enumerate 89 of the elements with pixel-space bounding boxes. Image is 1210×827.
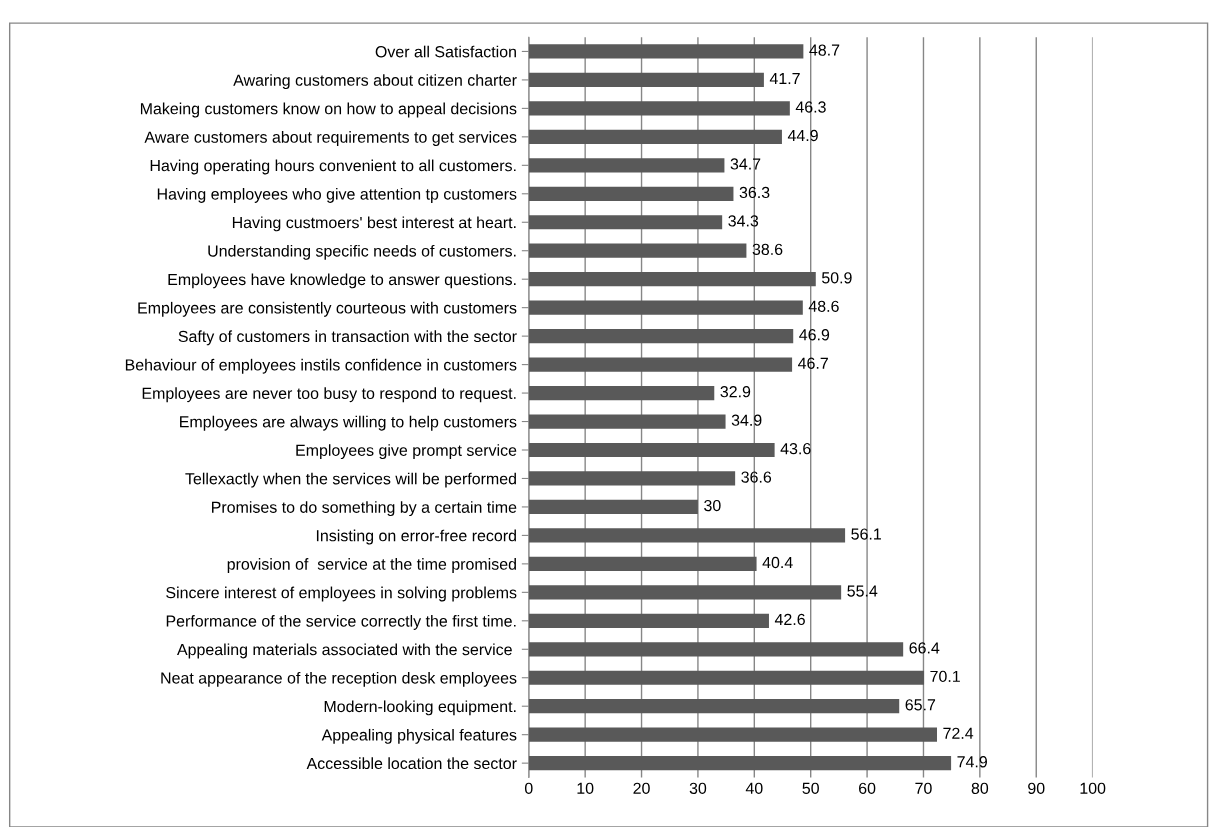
bar (528, 129, 782, 144)
x-tick-label: 30 (689, 782, 707, 794)
bar (528, 44, 804, 59)
bar (528, 528, 846, 543)
data-label: 36.6 (741, 471, 772, 483)
y-tick-label: Employees are always willing to help customers (180, 415, 517, 431)
data-label: 34.9 (731, 414, 762, 426)
y-tick-label: Modern-looking equipment. (324, 700, 516, 716)
bar (528, 585, 842, 600)
x-tick-label: 70 (915, 782, 932, 794)
bar (528, 272, 816, 287)
y-tick-label: Aware customers about requirements to get services (144, 131, 517, 146)
y-tick-label: Safty of customers in transaction with the sector (178, 330, 517, 346)
x-tick-label: 80 (971, 782, 989, 794)
y-tick-label: Neat appearance of the reception desk employees (161, 671, 517, 687)
bar (528, 670, 925, 685)
data-label: 41.7 (769, 73, 800, 85)
bar (528, 101, 790, 116)
data-label: 55.4 (847, 585, 878, 597)
y-tick-label: Sincere interest of employees in solving problems (166, 586, 517, 602)
data-label: 74.9 (957, 756, 987, 768)
x-tick-label: 50 (802, 782, 819, 794)
y-tick-label: Having custmoers' best interest at heart. (232, 216, 516, 232)
y-tick-label: Makeing customers know on how to appeal decisions (140, 102, 517, 118)
y-tick-label: Having operating hours convenient to all customers. (150, 159, 516, 175)
y-tick-label: Insisting on error-free record (316, 529, 516, 545)
bar (528, 442, 775, 458)
y-tick-label: Employees are never too busy to respond to request. (142, 387, 516, 403)
bar (528, 471, 736, 486)
x-tick-label: 90 (1028, 782, 1045, 794)
y-tick-label: Employees have knowledge to answer questions. (168, 273, 516, 289)
data-label: 66.4 (909, 642, 940, 654)
data-label: 38.6 (752, 243, 783, 256)
data-label: 44.9 (787, 129, 818, 142)
data-label: 56.1 (851, 528, 881, 540)
y-tick-label: Appealing materials associated with the service (176, 643, 512, 659)
data-label: 46.3 (795, 101, 826, 113)
bar (528, 215, 723, 230)
data-label: 34.3 (728, 215, 759, 227)
data-label: 72.4 (943, 727, 974, 739)
y-tick-label: provision of service at the time promised (227, 558, 516, 573)
data-label: 70.1 (930, 670, 960, 683)
bar (528, 613, 769, 628)
bar (528, 499, 698, 515)
y-tick-label: Appealing physical features (321, 728, 517, 744)
bar (528, 556, 757, 571)
y-tick-label: Over all Satisfaction (375, 45, 516, 58)
x-tick-label: 100 (1080, 782, 1106, 794)
y-tick-label: Accessible location the sector (306, 757, 517, 770)
y-tick-label: Performance of the service correctly the first time. (166, 615, 516, 630)
data-label: 32.9 (720, 386, 751, 398)
bar (528, 727, 937, 742)
data-label: 30 (704, 499, 721, 512)
data-label: 48.7 (809, 44, 840, 56)
bar (528, 329, 794, 344)
data-label: 43.6 (780, 442, 811, 455)
data-label: 36.3 (739, 186, 770, 199)
data-label: 48.6 (808, 300, 839, 312)
bar (528, 158, 725, 173)
y-tick-label: Awaring customers about citizen charter (233, 74, 517, 90)
y-tick-label: Tellexactly when the services will be performed (185, 472, 516, 488)
bar (528, 385, 715, 401)
x-tick-label: 40 (745, 782, 763, 794)
x-tick-label: 10 (577, 782, 594, 794)
data-label: 46.7 (798, 357, 828, 369)
bar (528, 414, 726, 429)
bar (528, 642, 904, 657)
bar (528, 756, 952, 771)
bar (528, 357, 793, 372)
y-tick-label: Employees are consistently courteous with customers (138, 301, 517, 317)
bar (528, 699, 900, 714)
data-label: 34.7 (730, 158, 761, 170)
data-label: 46.9 (799, 329, 830, 341)
y-tick-label: Understanding specific needs of customers. (208, 244, 516, 260)
y-tick-label: Behaviour of employees instils confidence in customers (125, 358, 517, 374)
bar (528, 186, 734, 201)
bar (528, 72, 764, 88)
y-tick-label: Having employees who give attention tp customers (157, 188, 517, 203)
x-tick-label: 0 (524, 782, 533, 794)
bar (528, 243, 747, 258)
x-tick-label: 60 (859, 782, 876, 794)
data-label: 50.9 (821, 272, 852, 284)
data-label: 42.6 (774, 613, 805, 626)
y-tick-label: Employees give prompt service (296, 444, 517, 460)
y-tick-label: Promises to do something by a certain time (212, 501, 517, 517)
bar (528, 300, 803, 315)
data-label: 40.4 (762, 556, 793, 569)
data-label: 65.7 (905, 699, 936, 711)
x-tick-label: 20 (633, 782, 650, 794)
